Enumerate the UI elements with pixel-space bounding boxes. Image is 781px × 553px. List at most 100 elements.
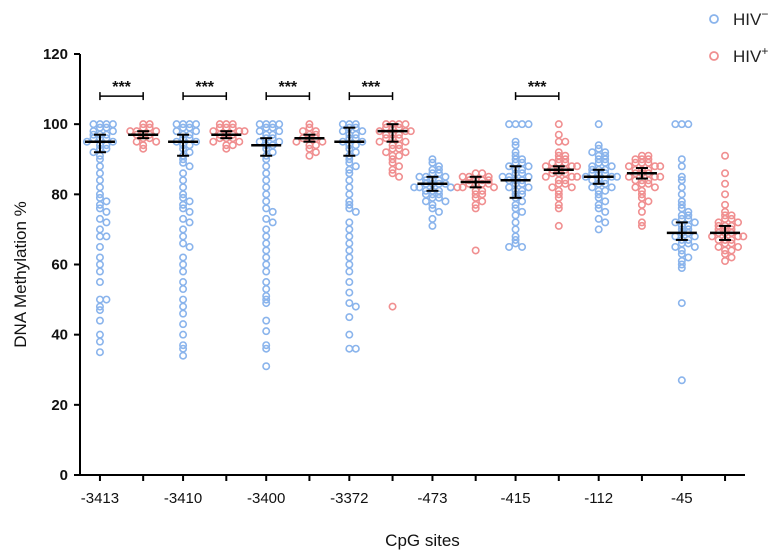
- data-point: [567, 183, 576, 192]
- data-point: [102, 207, 111, 216]
- data-point: [727, 246, 736, 255]
- data-point: [484, 179, 493, 188]
- data-point: [677, 162, 686, 171]
- data-point: [179, 302, 188, 311]
- data-point: [126, 127, 135, 136]
- y-tick-label: 40: [51, 327, 68, 344]
- data-point: [511, 211, 520, 220]
- data-point: [345, 232, 354, 241]
- data-point: [305, 151, 314, 160]
- data-point: [677, 120, 686, 129]
- data-point: [428, 214, 437, 223]
- mean-error-bar: [84, 133, 115, 154]
- data-point: [601, 186, 610, 195]
- data-point: [561, 176, 570, 185]
- data-point: [554, 190, 563, 199]
- mean-error-bar: [543, 165, 574, 175]
- data-point: [594, 141, 603, 150]
- data-point: [268, 218, 277, 227]
- data-point: [631, 155, 640, 164]
- data-point: [275, 120, 284, 129]
- data-point: [185, 242, 194, 251]
- data-point: [95, 176, 104, 185]
- data-point: [401, 120, 410, 129]
- data-point: [594, 214, 603, 223]
- data-point: [401, 148, 410, 157]
- data-point: [311, 141, 320, 150]
- legend-label: HIV+: [733, 44, 768, 66]
- data-point: [179, 253, 188, 262]
- legend: HIV− HIV+: [709, 7, 768, 66]
- data-point: [108, 127, 117, 136]
- x-tick-label: -3372: [330, 490, 368, 507]
- data-point: [644, 197, 653, 206]
- data-point: [179, 267, 188, 276]
- data-point: [401, 137, 410, 146]
- data-point: [406, 127, 415, 136]
- significance-bracket: ***: [348, 79, 394, 101]
- data-point: [318, 137, 327, 146]
- data-point: [95, 295, 104, 304]
- data-point: [548, 158, 557, 167]
- data-point: [179, 190, 188, 199]
- data-point: [375, 137, 384, 146]
- data-point: [739, 232, 748, 241]
- data-point: [434, 165, 443, 174]
- data-point: [345, 183, 354, 192]
- legend-label: HIV−: [733, 7, 768, 29]
- mean-error-bar: [500, 165, 531, 199]
- data-point: [656, 162, 665, 171]
- data-point: [511, 225, 520, 234]
- data-point: [345, 239, 354, 248]
- data-point: [235, 137, 244, 146]
- data-point: [102, 295, 111, 304]
- data-point: [345, 288, 354, 297]
- data-point: [594, 225, 603, 234]
- data-point: [351, 130, 360, 139]
- data-point: [351, 207, 360, 216]
- data-point: [262, 197, 271, 206]
- data-point: [351, 344, 360, 353]
- data-point: [95, 302, 104, 311]
- data-point: [524, 120, 533, 129]
- data-point: [95, 267, 104, 276]
- data-point: [179, 285, 188, 294]
- data-point: [541, 162, 550, 171]
- data-point: [95, 190, 104, 199]
- data-point: [185, 162, 194, 171]
- mean-error-bar: [334, 126, 365, 157]
- data-point: [471, 169, 480, 178]
- x-tick-label: -3400: [247, 490, 285, 507]
- data-point: [95, 316, 104, 325]
- data-point: [421, 197, 430, 206]
- data-point: [677, 246, 686, 255]
- data-point: [345, 200, 354, 209]
- data-point: [727, 211, 736, 220]
- data-point: [89, 120, 98, 129]
- data-point: [594, 190, 603, 199]
- y-ticks: 0 20 40 60 80 100 120: [43, 46, 80, 484]
- data-point: [351, 302, 360, 311]
- data-point: [554, 204, 563, 213]
- data-point: [382, 134, 391, 143]
- data-point: [262, 232, 271, 241]
- legend-marker: [709, 14, 719, 24]
- data-point: [215, 120, 224, 129]
- data-point: [677, 155, 686, 164]
- data-point: [410, 183, 419, 192]
- data-point: [721, 256, 730, 265]
- data-point: [262, 176, 271, 185]
- y-tick-label: 0: [60, 467, 68, 484]
- data-point: [262, 285, 271, 294]
- data-point: [498, 172, 507, 181]
- data-point: [434, 190, 443, 199]
- data-point: [179, 278, 188, 287]
- x-tick-label: -3413: [81, 490, 119, 507]
- data-point: [395, 162, 404, 171]
- mean-error-bar: [710, 224, 741, 241]
- data-point: [721, 200, 730, 209]
- data-point: [358, 127, 367, 136]
- mean-error-bar: [583, 168, 614, 185]
- data-point: [262, 214, 271, 223]
